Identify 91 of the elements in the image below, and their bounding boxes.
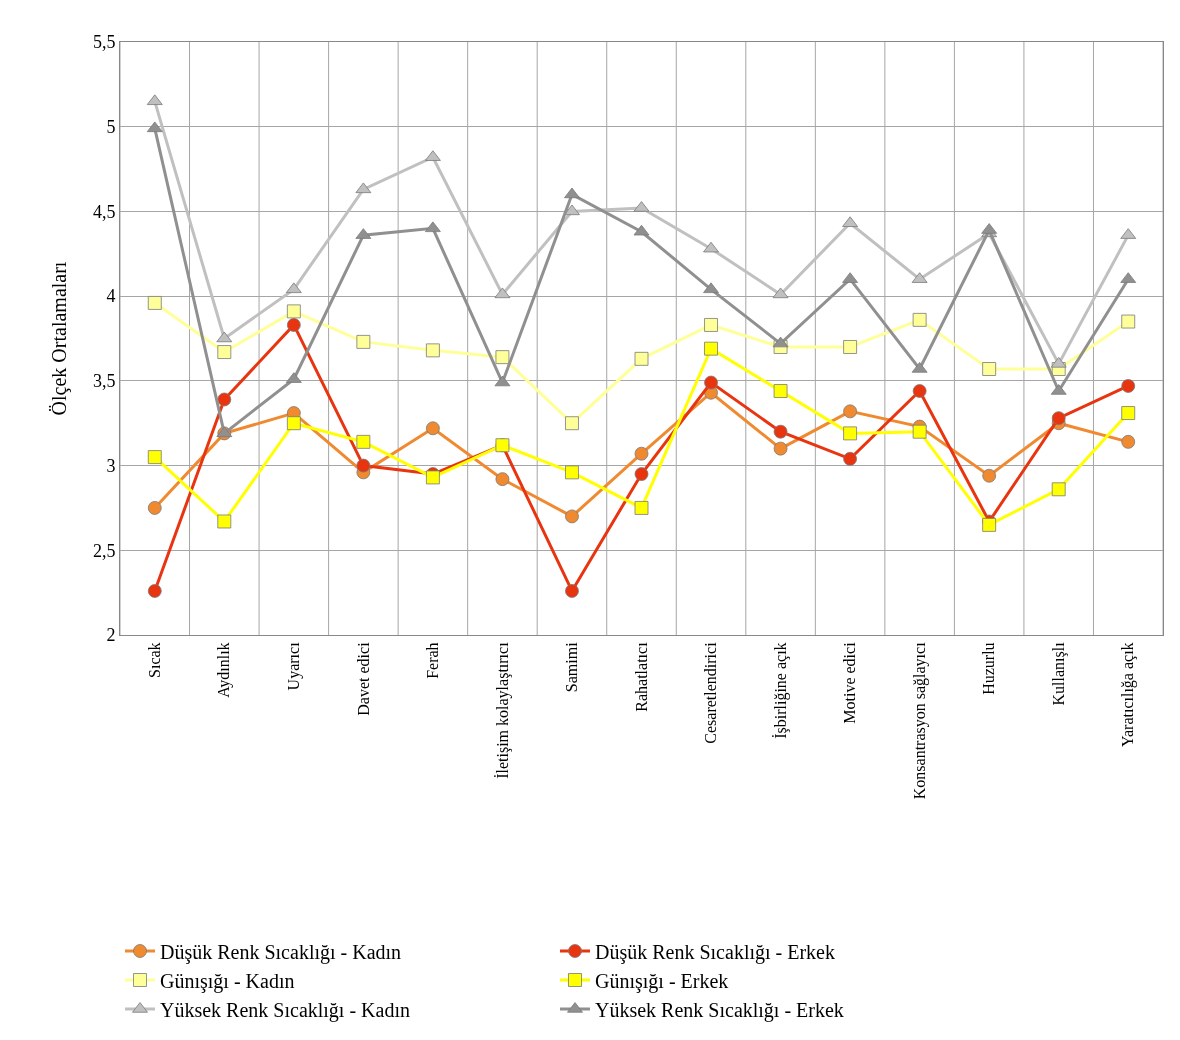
point [1051,411,1066,426]
point [564,204,580,216]
point [495,472,510,487]
point [217,392,232,407]
point [634,467,649,481]
x-tick-label: Cesaretlendirici [702,641,720,744]
point [424,221,441,233]
x-tick-label: Rahatlatıcı [632,641,650,712]
point [147,584,162,598]
point [843,426,857,441]
x-tick-label: İletişim kolaylaştırıcı [493,641,512,779]
point [565,416,579,431]
y-tick-label: 4,5 [92,201,116,222]
point [494,287,511,299]
point [634,446,649,461]
x-tick-label: Konsantrasyon sağlayıcı [910,641,929,800]
point [912,424,927,439]
point [286,416,301,431]
point [704,341,718,356]
y-tick-label: 2 [106,625,116,646]
x-tick-label: İşbirliğine açık [771,642,790,739]
point [426,343,440,358]
point [426,470,440,485]
point [1051,482,1066,497]
point [564,187,580,199]
point [147,296,162,310]
point [286,318,301,332]
point [426,421,440,436]
legend-label: Düşük Renk Sıcaklığı - Erkek [595,940,835,964]
x-tick-label: Sıcak [145,642,163,678]
point [773,441,788,456]
x-tick-label: Motive edici [841,641,859,724]
x-tick-label: Davet edici [354,641,372,716]
point [704,318,718,332]
point [565,584,579,598]
point [634,351,649,366]
point [565,509,579,524]
x-tick-label: Ferah [424,642,442,679]
point [633,224,650,236]
x-tick-label: Yaratıcılığa açık [1119,642,1138,747]
x-tick-label: Huzurlu [980,642,998,695]
point [217,514,232,529]
point [1121,379,1136,393]
point [772,336,789,348]
point [982,362,997,376]
x-tick-label: Aydınlık [215,642,234,698]
x-tick-label: Kullanışlı [1049,641,1068,706]
point [147,501,162,515]
legend-label: Günışığı - Erkek [595,969,729,993]
point [843,340,857,354]
point [1121,314,1136,329]
point [285,282,302,294]
point [982,468,997,483]
y-tick-label: 3,5 [92,371,116,392]
point [912,384,927,398]
y-tick-label: 5 [106,117,116,138]
point [843,404,857,419]
point [494,375,511,387]
legend-label: Yüksek Renk Sıcaklığı - Erkek [595,998,844,1022]
legend-label: Düşük Renk Sıcaklığı - Kadın [160,940,402,964]
point [356,334,371,349]
x-tick-label: Samimi [563,641,581,693]
point [634,501,649,515]
point [1121,434,1136,449]
y-tick-label: 4 [106,286,116,307]
point [355,182,372,194]
point [565,465,579,480]
point [773,384,788,398]
point [146,121,163,133]
point [912,312,927,327]
y-tick-label: 3 [106,455,116,476]
point [704,375,718,390]
point [772,287,789,299]
y-axis-title: Ölçek Ortalamaları [48,261,72,416]
point [216,331,233,343]
point [356,458,371,473]
point [843,451,857,466]
point [286,304,301,319]
point [147,450,162,464]
point [773,424,788,439]
x-tick-label: Uyarıcı [285,641,304,691]
legend-label: Yüksek Renk Sıcaklığı - Kadın [160,998,410,1022]
point [1121,406,1136,420]
y-tick-label: 2,5 [92,540,116,561]
point [356,434,371,449]
y-tick-label: 5,5 [92,32,116,53]
point [703,241,719,253]
point [495,350,510,365]
point [703,282,719,294]
legend-label: Günışığı - Kadın [160,969,295,993]
point [217,345,232,359]
